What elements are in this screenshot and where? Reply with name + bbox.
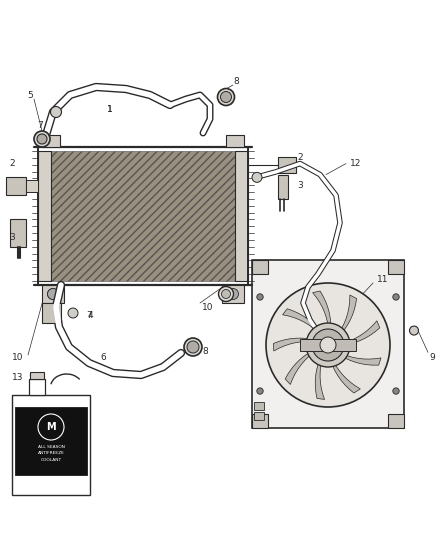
Text: COOLANT: COOLANT bbox=[40, 458, 62, 462]
Text: 7: 7 bbox=[86, 311, 92, 319]
Text: ANTIFREEZE: ANTIFREEZE bbox=[38, 451, 64, 456]
Text: 2: 2 bbox=[9, 159, 15, 168]
Circle shape bbox=[257, 388, 263, 394]
Text: 4: 4 bbox=[87, 311, 93, 319]
Text: ALL SEASON: ALL SEASON bbox=[38, 445, 64, 449]
Text: 12: 12 bbox=[350, 159, 362, 168]
Bar bbox=[38, 147, 248, 285]
Polygon shape bbox=[344, 321, 380, 345]
Bar bbox=[26, 180, 38, 192]
Text: 5: 5 bbox=[27, 91, 33, 100]
Text: 1: 1 bbox=[107, 104, 113, 114]
Bar bbox=[388, 414, 404, 428]
Bar bbox=[300, 339, 356, 351]
Circle shape bbox=[222, 289, 230, 298]
Bar bbox=[226, 135, 244, 147]
Circle shape bbox=[218, 88, 234, 106]
Circle shape bbox=[393, 294, 399, 300]
Text: 7: 7 bbox=[37, 120, 43, 130]
Bar bbox=[42, 285, 64, 303]
Bar bbox=[51, 151, 235, 281]
Polygon shape bbox=[313, 291, 331, 329]
Circle shape bbox=[219, 287, 233, 302]
Bar bbox=[252, 414, 268, 428]
Bar bbox=[278, 157, 296, 173]
Circle shape bbox=[257, 294, 263, 300]
Bar bbox=[38, 151, 51, 281]
Bar bbox=[30, 372, 44, 379]
Bar bbox=[29, 379, 45, 395]
Circle shape bbox=[187, 341, 199, 353]
Circle shape bbox=[34, 131, 50, 147]
Circle shape bbox=[220, 92, 232, 102]
Polygon shape bbox=[339, 295, 357, 335]
Polygon shape bbox=[283, 309, 320, 333]
Bar bbox=[42, 135, 60, 147]
Polygon shape bbox=[315, 359, 325, 399]
Circle shape bbox=[68, 308, 78, 318]
Text: 10: 10 bbox=[12, 353, 24, 362]
Text: 11: 11 bbox=[377, 276, 389, 285]
Text: 3: 3 bbox=[297, 181, 303, 190]
Text: M: M bbox=[46, 422, 56, 432]
Text: 8: 8 bbox=[202, 348, 208, 357]
Text: 1: 1 bbox=[107, 104, 113, 114]
Circle shape bbox=[227, 288, 239, 300]
Bar bbox=[12, 395, 90, 495]
Text: 3: 3 bbox=[9, 233, 15, 242]
Text: 13: 13 bbox=[12, 374, 24, 383]
Bar bbox=[254, 412, 264, 420]
Circle shape bbox=[50, 107, 61, 117]
Bar bbox=[252, 260, 404, 428]
Circle shape bbox=[37, 134, 47, 144]
Bar bbox=[254, 402, 264, 410]
Text: 2: 2 bbox=[297, 152, 303, 161]
Circle shape bbox=[312, 329, 344, 361]
Polygon shape bbox=[331, 360, 360, 393]
Polygon shape bbox=[285, 351, 314, 384]
Bar bbox=[388, 260, 404, 274]
Bar bbox=[278, 175, 288, 199]
Circle shape bbox=[393, 388, 399, 394]
Circle shape bbox=[184, 338, 202, 356]
Circle shape bbox=[252, 172, 262, 182]
Text: 8: 8 bbox=[233, 77, 239, 86]
Polygon shape bbox=[340, 353, 381, 365]
Circle shape bbox=[306, 323, 350, 367]
Circle shape bbox=[47, 288, 59, 300]
Text: 9: 9 bbox=[429, 353, 435, 362]
Circle shape bbox=[320, 337, 336, 353]
Polygon shape bbox=[273, 338, 313, 351]
Bar bbox=[235, 151, 248, 281]
Circle shape bbox=[47, 288, 59, 300]
Bar bbox=[6, 176, 26, 195]
Bar bbox=[252, 260, 268, 274]
Circle shape bbox=[38, 414, 64, 440]
Circle shape bbox=[410, 326, 418, 335]
Bar bbox=[222, 285, 244, 303]
Bar bbox=[42, 303, 61, 323]
Text: 10: 10 bbox=[202, 303, 214, 311]
Circle shape bbox=[266, 283, 390, 407]
Text: 6: 6 bbox=[100, 352, 106, 361]
Bar bbox=[15, 407, 87, 475]
Bar bbox=[10, 219, 26, 247]
